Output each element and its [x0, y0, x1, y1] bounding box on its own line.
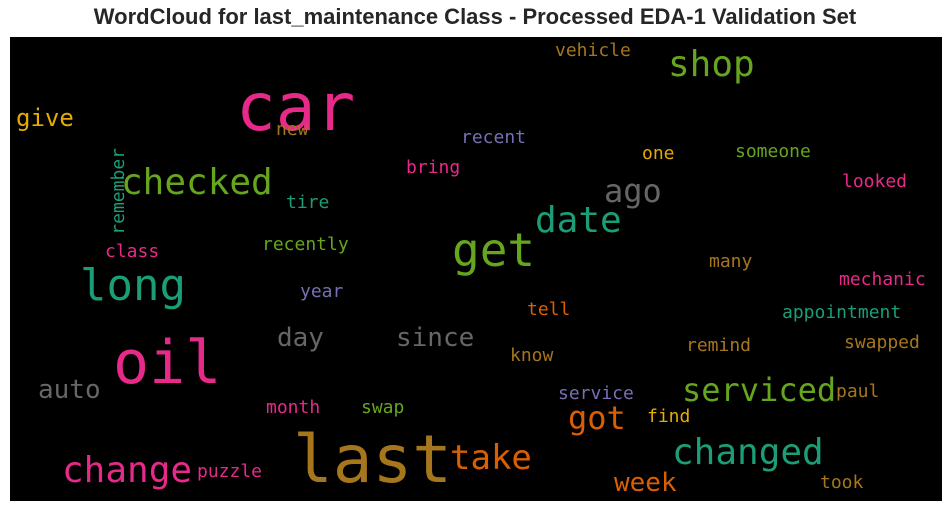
word-recent: recent: [461, 127, 527, 148]
word-new: new: [276, 119, 309, 140]
word-mechanic: mechanic: [839, 269, 926, 290]
word-appointment: appointment: [782, 302, 902, 323]
word-last: last: [293, 421, 452, 498]
word-car: car: [236, 69, 356, 146]
word-got: got: [568, 399, 626, 437]
word-month: month: [266, 397, 321, 418]
word-many: many: [709, 251, 753, 272]
word-take: take: [450, 438, 532, 478]
word-find: find: [647, 406, 691, 427]
word-bring: bring: [406, 157, 461, 178]
word-change: change: [62, 450, 193, 491]
word-ago: ago: [604, 172, 662, 210]
word-tell: tell: [527, 299, 571, 320]
word-looked: looked: [842, 171, 908, 192]
word-since: since: [396, 323, 475, 353]
word-swapped: swapped: [844, 332, 920, 353]
word-service: service: [558, 383, 634, 404]
word-year: year: [300, 281, 344, 302]
word-auto: auto: [38, 375, 101, 405]
word-get: get: [452, 223, 536, 277]
word-one: one: [642, 143, 675, 164]
word-recently: recently: [262, 234, 349, 255]
word-paul: paul: [836, 381, 880, 402]
chart-title: WordCloud for last_maintenance Class - P…: [93, 4, 857, 29]
word-give: give: [16, 104, 74, 132]
word-took: took: [820, 472, 864, 493]
word-date: date: [535, 200, 622, 241]
word-long: long: [80, 260, 186, 311]
word-class: class: [105, 241, 160, 262]
word-shop: shop: [668, 44, 755, 85]
word-oil: oil: [113, 328, 222, 398]
word-tire: tire: [286, 192, 330, 213]
word-someone: someone: [735, 141, 811, 162]
word-swap: swap: [361, 397, 405, 418]
wordcloud-canvas: car last oil get long shop checked date change ch…: [10, 37, 942, 501]
word-changed: changed: [672, 432, 824, 473]
word-know: know: [510, 345, 554, 366]
word-remember: remember: [108, 148, 129, 235]
word-vehicle: vehicle: [555, 40, 631, 61]
word-remind: remind: [686, 335, 752, 356]
word-checked: checked: [121, 162, 273, 203]
word-serviced: serviced: [682, 371, 837, 409]
word-puzzle: puzzle: [197, 461, 263, 482]
word-day: day: [277, 323, 324, 353]
word-week: week: [614, 468, 677, 498]
